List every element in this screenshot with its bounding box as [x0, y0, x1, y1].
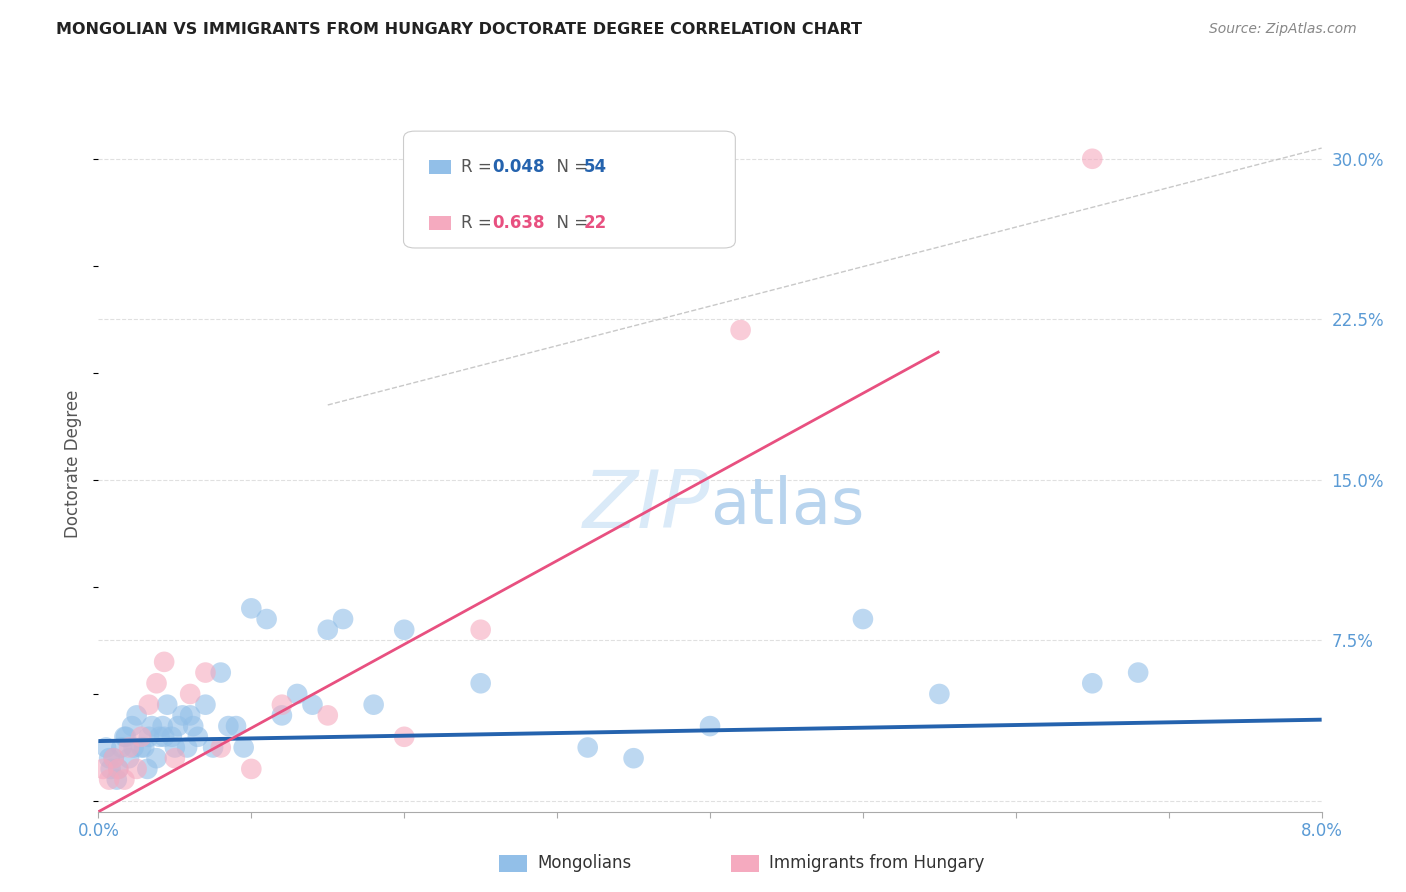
Point — [316, 623, 339, 637]
Point — [103, 751, 125, 765]
Point — [194, 698, 217, 712]
Point — [179, 708, 201, 723]
Point — [125, 762, 148, 776]
Point — [112, 772, 135, 787]
Point — [141, 719, 163, 733]
Point — [122, 740, 145, 755]
Point — [470, 676, 492, 690]
Point — [225, 719, 247, 733]
Point — [118, 740, 141, 755]
Point — [202, 740, 225, 755]
Point — [270, 698, 294, 712]
Point — [138, 730, 160, 744]
Point — [217, 719, 239, 733]
Point — [152, 719, 174, 733]
Point — [240, 601, 263, 615]
Point — [1081, 676, 1104, 690]
Point — [392, 730, 416, 744]
Point — [125, 708, 148, 723]
Point — [98, 772, 121, 787]
Point — [240, 762, 263, 776]
Point — [91, 762, 114, 776]
Point — [160, 730, 183, 744]
Point — [316, 708, 339, 723]
Point — [187, 730, 209, 744]
Point — [149, 730, 172, 744]
Text: R =: R = — [461, 214, 498, 232]
Text: N =: N = — [546, 214, 593, 232]
Point — [209, 665, 232, 680]
Point — [392, 623, 416, 637]
Text: MONGOLIAN VS IMMIGRANTS FROM HUNGARY DOCTORATE DEGREE CORRELATION CHART: MONGOLIAN VS IMMIGRANTS FROM HUNGARY DOC… — [56, 22, 862, 37]
Text: R =: R = — [461, 158, 498, 176]
Point — [209, 740, 232, 755]
Text: Source: ZipAtlas.com: Source: ZipAtlas.com — [1209, 22, 1357, 37]
Point — [105, 772, 128, 787]
Point — [107, 762, 129, 776]
Text: Mongolians: Mongolians — [537, 855, 631, 872]
Point — [852, 612, 875, 626]
Point — [179, 687, 201, 701]
Point — [145, 676, 167, 690]
Point — [194, 665, 217, 680]
Point — [153, 655, 176, 669]
Point — [163, 740, 186, 755]
Point — [112, 730, 135, 744]
Point — [623, 751, 645, 765]
Point — [163, 751, 186, 765]
Point — [730, 323, 752, 337]
Point — [270, 708, 294, 723]
Point — [100, 762, 122, 776]
Point — [121, 719, 143, 733]
Point — [285, 687, 308, 701]
Point — [172, 708, 194, 723]
Point — [470, 623, 492, 637]
Point — [115, 730, 138, 744]
Point — [103, 751, 125, 765]
Point — [363, 698, 385, 712]
Point — [1081, 152, 1104, 166]
Text: atlas: atlas — [710, 475, 865, 537]
Point — [301, 698, 323, 712]
Point — [1128, 665, 1150, 680]
Text: 22: 22 — [583, 214, 607, 232]
Point — [134, 740, 156, 755]
Point — [167, 719, 190, 733]
Point — [181, 719, 204, 733]
Point — [136, 762, 159, 776]
Point — [153, 730, 176, 744]
Point — [256, 612, 278, 626]
Point — [232, 740, 254, 755]
Text: N =: N = — [546, 158, 593, 176]
Point — [156, 698, 179, 712]
Y-axis label: Doctorate Degree: Doctorate Degree — [65, 390, 83, 538]
Point — [332, 612, 354, 626]
Point — [576, 740, 599, 755]
Point — [110, 740, 132, 755]
Point — [129, 730, 152, 744]
Point — [98, 751, 121, 765]
Point — [129, 740, 152, 755]
Point — [699, 719, 721, 733]
Point — [118, 751, 141, 765]
Point — [138, 698, 160, 712]
Text: Immigrants from Hungary: Immigrants from Hungary — [769, 855, 984, 872]
Point — [94, 740, 117, 755]
Point — [107, 762, 129, 776]
Text: 0.048: 0.048 — [492, 158, 544, 176]
Text: 0.638: 0.638 — [492, 214, 544, 232]
Point — [176, 740, 198, 755]
Text: ZIP: ZIP — [582, 467, 710, 545]
Point — [928, 687, 950, 701]
Point — [145, 751, 167, 765]
Text: 54: 54 — [583, 158, 606, 176]
